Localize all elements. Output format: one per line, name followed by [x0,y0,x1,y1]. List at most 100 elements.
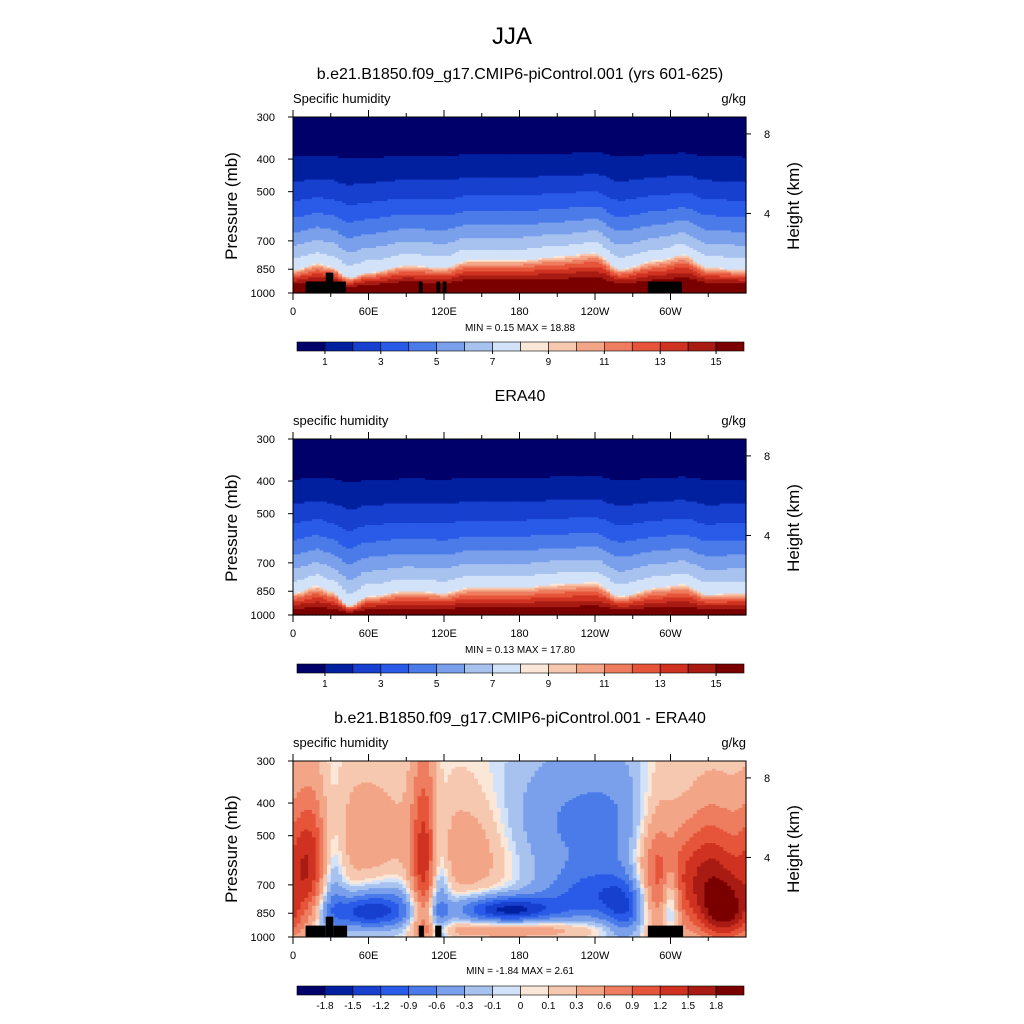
field-cell [376,876,381,881]
field-cell [326,156,332,181]
field-cell [308,603,313,608]
field-cell [659,263,664,269]
field-cell [391,279,396,284]
field-cell [632,609,638,616]
field-cell [655,501,660,522]
field-cell [549,154,555,177]
field-cell [398,156,404,181]
field-cell [659,761,664,801]
field-cell [440,179,445,200]
field-cell [674,534,679,550]
field-cell [595,277,600,294]
field-cell [500,587,506,591]
field-cell [632,878,638,891]
field-cell [644,837,649,889]
field-cell [493,915,498,919]
field-cell [700,593,706,597]
field-cell [738,480,743,505]
field-cell [549,917,555,922]
field-cell [708,540,713,557]
field-cell [372,505,377,526]
field-cell [519,550,524,565]
field-cell [394,568,400,581]
field-cell [308,277,313,282]
field-cell [455,577,460,591]
field-cell [477,238,483,251]
field-cell [368,903,373,920]
field-cell [372,218,377,235]
field-cell [534,265,539,271]
field-cell [583,925,589,928]
field-cell [508,901,513,907]
field-cell [504,478,509,503]
field-cell [319,909,324,926]
field-cell [685,929,690,938]
field-cell [462,117,468,155]
field-cell [579,277,585,294]
field-cell [523,249,528,261]
field-cell [715,827,721,846]
field-cell [353,562,358,579]
field-cell [477,265,483,269]
field-cell [334,595,339,598]
field-cell [670,872,675,891]
field-cell [734,581,740,595]
field-cell [613,244,619,257]
field-cell [360,882,366,887]
field-cell [712,199,717,216]
field-cell [670,601,675,608]
field-cell [647,478,653,503]
field-cell [534,519,539,536]
field-cell [474,177,479,196]
field-cell [655,591,660,597]
field-cell [319,903,324,911]
field-cell [364,525,370,544]
field-cell [308,599,313,604]
field-cell [727,283,732,294]
field-cell [477,935,483,938]
field-cell [406,591,411,595]
field-cell [353,263,358,278]
field-cell [655,265,660,269]
field-cell [417,609,422,616]
field-cell [413,267,419,271]
field-cell [300,216,305,232]
field-cell [360,599,366,602]
field-cell [519,587,524,591]
field-cell [666,601,672,608]
field-cell [712,269,717,273]
field-cell [610,269,615,273]
field-cell [719,199,724,218]
field-cell [572,439,577,477]
field-cell [591,476,596,501]
field-cell [681,267,687,275]
field-cell [723,181,728,200]
field-cell [515,575,521,589]
field-cell [387,925,392,932]
field-cell [504,575,509,589]
field-cell [485,913,490,919]
field-cell [364,893,370,901]
field-cell [719,273,724,278]
field-cell [334,230,339,245]
field-cell [440,609,445,616]
field-cell [436,761,441,868]
field-cell [568,597,573,602]
field-cell [632,581,638,595]
field-cell [304,501,309,522]
field-cell [519,267,524,273]
field-cell [489,886,494,889]
field-cell [534,917,539,920]
field-cell [493,903,498,917]
field-cell [715,279,721,284]
field-cell [391,893,396,903]
field-cell [493,917,498,920]
field-cell [572,601,577,608]
field-cell [708,273,713,276]
field-cell [394,269,400,275]
field-cell [568,267,573,275]
field-cell [477,899,483,905]
field-cell [376,927,381,932]
field-cell [345,158,351,187]
field-cell [515,501,521,522]
